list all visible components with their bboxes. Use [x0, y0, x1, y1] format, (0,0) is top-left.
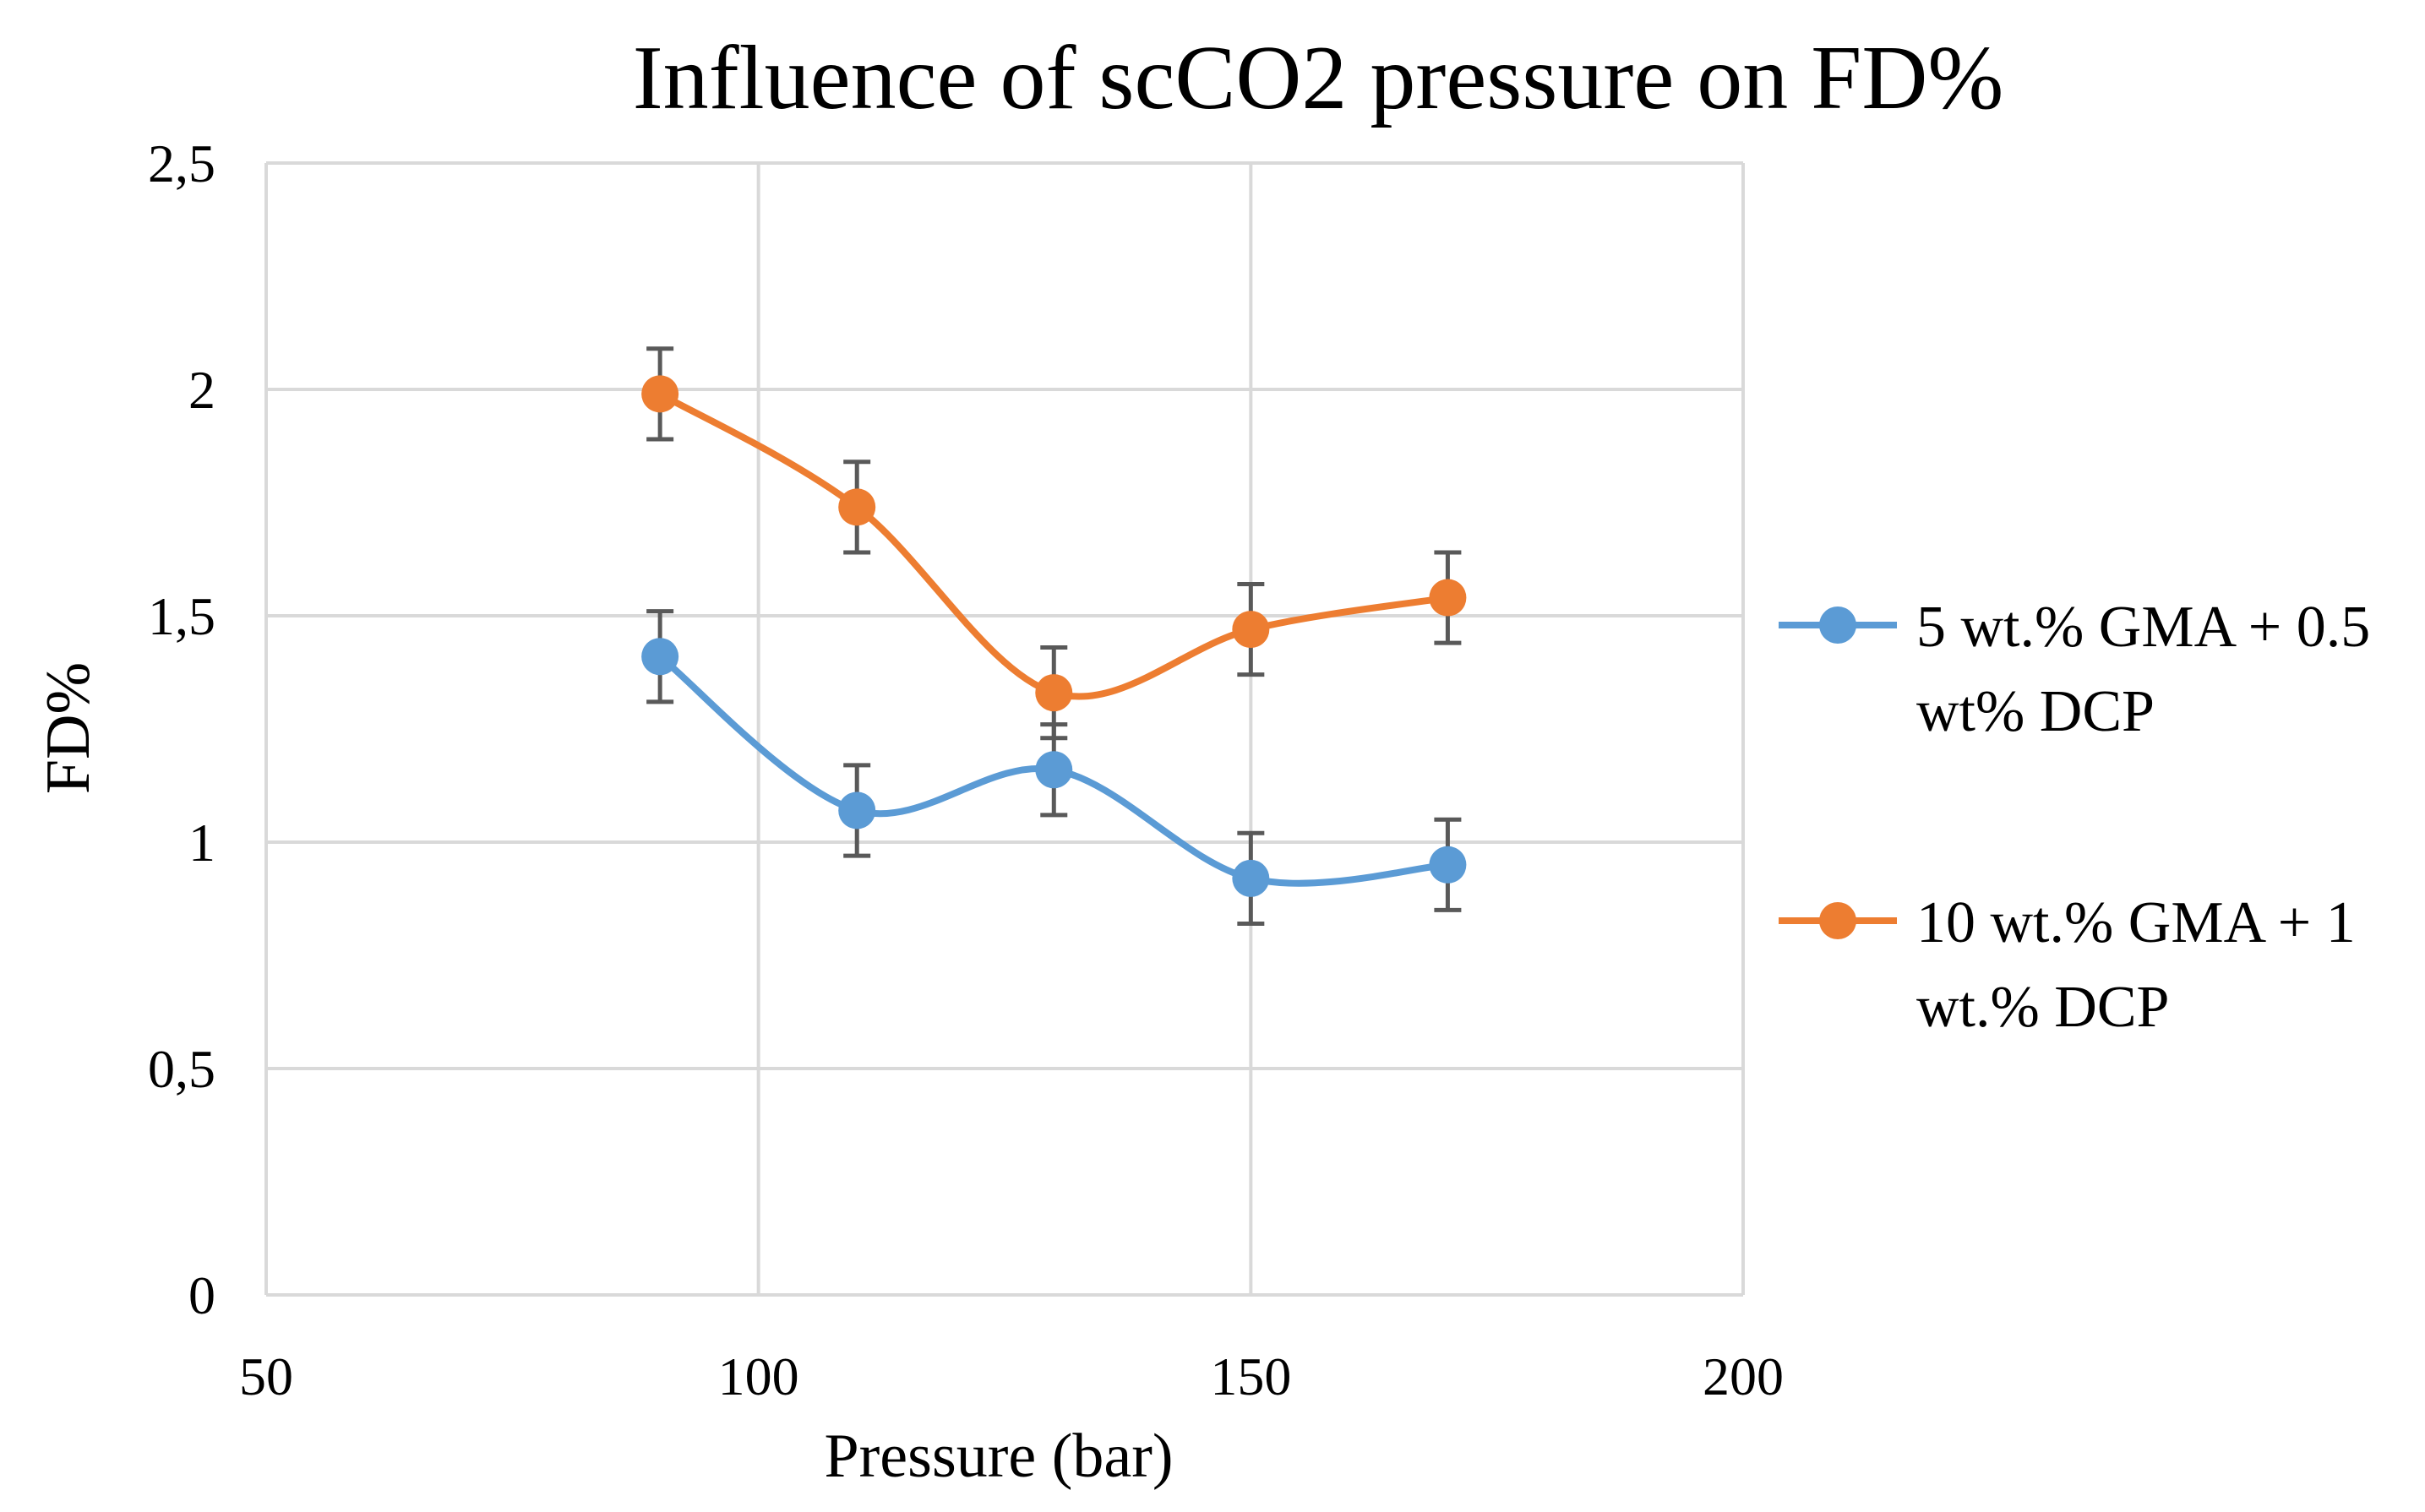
data-point [1429, 846, 1467, 884]
series-2 [641, 346, 1467, 741]
legend-label: 10 wt.% GMA + 1 [1916, 890, 2356, 955]
x-tick-label: 200 [1703, 1346, 1784, 1406]
data-point [1035, 674, 1073, 712]
x-tick-label: 50 [239, 1346, 293, 1406]
y-axis-title: FD% [34, 662, 103, 794]
x-axis-title: Pressure (bar) [825, 1422, 1174, 1491]
series-1 [641, 609, 1467, 926]
legend-item-2: 10 wt.% GMA + 1 wt.% DCP [1779, 890, 2356, 1040]
y-tick-label: 1,5 [148, 586, 215, 646]
legend-marker [1819, 902, 1856, 939]
y-tick-label: 0 [188, 1265, 215, 1325]
y-tick-label: 1 [188, 813, 215, 873]
legend-marker [1819, 606, 1856, 644]
plot-series [641, 346, 1467, 926]
data-point [1035, 751, 1073, 789]
x-tick-label: 100 [718, 1346, 799, 1406]
legend-label: wt% DCP [1916, 679, 2155, 744]
data-point [1232, 611, 1270, 649]
chart-title: Influence of scCO2 pressure on FD% [633, 28, 2004, 128]
data-point [641, 638, 679, 676]
legend-label: 5 wt.% GMA + 0.5 [1916, 595, 2370, 660]
legend-label: wt.% DCP [1916, 975, 2169, 1040]
grid [266, 161, 1745, 1295]
data-point [1429, 579, 1467, 617]
legend-item-1: 5 wt.% GMA + 0.5 wt% DCP [1779, 595, 2370, 744]
legend: 5 wt.% GMA + 0.5 wt% DCP 10 wt.% GMA + 1 wt… [1779, 595, 2370, 1040]
y-tick-label: 2,5 [148, 133, 215, 193]
data-point [838, 791, 876, 829]
y-tick-label: 2 [188, 360, 215, 420]
x-tick-label: 150 [1210, 1346, 1291, 1406]
data-point [1232, 859, 1270, 897]
axes: 0 0,5 1 1,5 2 2,5 50 100 150 200 [148, 133, 1784, 1406]
y-tick-label: 0,5 [148, 1039, 215, 1099]
data-point [641, 375, 679, 413]
data-point [838, 488, 876, 526]
